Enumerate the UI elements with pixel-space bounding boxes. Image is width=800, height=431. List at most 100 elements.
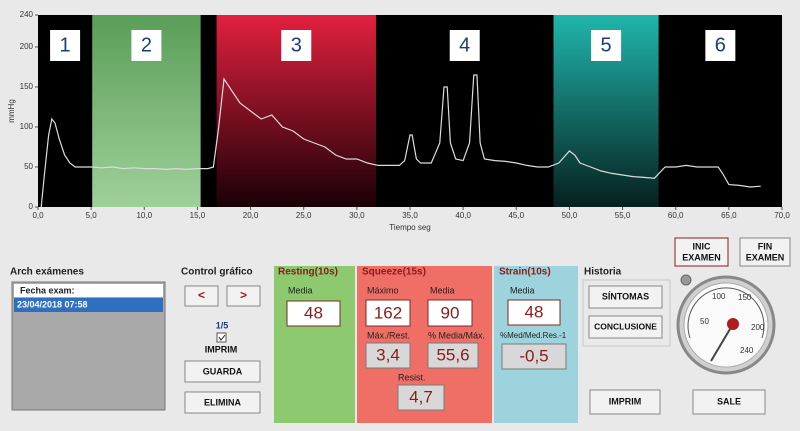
region-label-box bbox=[281, 30, 312, 61]
page-indicator: 1/5 bbox=[216, 320, 229, 330]
value-box bbox=[427, 299, 473, 327]
y-tick-label: 0 bbox=[29, 202, 34, 211]
region-label: 2 bbox=[141, 34, 152, 56]
panel-title: Historia bbox=[584, 267, 622, 278]
value-box bbox=[286, 300, 341, 327]
field-label: % Media/Máx. bbox=[428, 330, 485, 340]
x-tick-label: 30,0 bbox=[349, 211, 365, 220]
gauge-label: 150 bbox=[738, 293, 752, 302]
end-exam-button[interactable] bbox=[739, 237, 791, 267]
field-value: 55,6 bbox=[436, 345, 469, 364]
field-value: 48 bbox=[304, 303, 323, 322]
prev-button-text: < bbox=[198, 288, 205, 302]
exit-button-text: SALE bbox=[717, 396, 741, 406]
start-exam-button[interactable] bbox=[674, 237, 729, 267]
gauge-scale bbox=[687, 287, 765, 339]
indicator-led bbox=[680, 274, 692, 286]
region-label-box bbox=[50, 30, 81, 61]
delete-button-text: ELIMINA bbox=[204, 397, 241, 407]
value-box bbox=[501, 343, 567, 370]
list-header bbox=[14, 284, 163, 297]
region-label: 5 bbox=[601, 34, 612, 56]
region-label: 4 bbox=[459, 34, 470, 56]
y-tick-label: 50 bbox=[24, 162, 33, 171]
field-value: 3,4 bbox=[376, 345, 400, 364]
x-tick-label: 0,0 bbox=[32, 211, 44, 220]
field-label: Media bbox=[288, 285, 313, 295]
field-label: Máx./Rest. bbox=[367, 330, 410, 340]
save-button-text: GUARDA bbox=[203, 366, 243, 376]
symptoms-button-text: SÍNTOMAS bbox=[602, 291, 649, 301]
x-tick-label: 20,0 bbox=[243, 211, 259, 220]
field-label: Media bbox=[510, 285, 535, 295]
y-axis-label: mmHg bbox=[7, 99, 16, 123]
value-box bbox=[427, 342, 479, 369]
region-label-box bbox=[705, 30, 736, 61]
region-label-box bbox=[449, 30, 480, 61]
historia-frame bbox=[582, 279, 671, 347]
x-tick-label: 55,0 bbox=[615, 211, 631, 220]
x-tick-label: 5,0 bbox=[86, 211, 98, 220]
gauge-label: 50 bbox=[700, 317, 709, 326]
x-tick-label: 35,0 bbox=[402, 211, 418, 220]
field-value: 162 bbox=[374, 303, 402, 322]
x-tick-label: 10,0 bbox=[136, 211, 152, 220]
x-tick-label: 50,0 bbox=[562, 211, 578, 220]
y-tick-label: 150 bbox=[20, 82, 34, 91]
field-value: -0,5 bbox=[519, 346, 548, 365]
exit-button[interactable] bbox=[692, 389, 766, 415]
resting-panel bbox=[274, 266, 355, 423]
region-label: 6 bbox=[715, 34, 726, 56]
value-box bbox=[397, 384, 445, 411]
symptoms-button[interactable] bbox=[588, 285, 663, 309]
gauge-needle bbox=[710, 323, 734, 362]
field-label: %Med/Med.Res.-1 bbox=[500, 331, 567, 340]
save-button[interactable] bbox=[184, 360, 261, 383]
panel-title: Control gráfico bbox=[181, 267, 253, 278]
x-tick-label: 70,0 bbox=[774, 211, 790, 220]
region-label: 3 bbox=[291, 34, 302, 56]
region-label-box bbox=[591, 30, 622, 61]
gauge-label: 200 bbox=[751, 323, 765, 332]
next-button[interactable] bbox=[226, 285, 261, 307]
field-value: 90 bbox=[441, 303, 460, 322]
print-button-text: IMPRIM bbox=[609, 396, 642, 406]
conclusions-button[interactable] bbox=[588, 315, 663, 339]
list-row[interactable] bbox=[14, 298, 163, 312]
print-button[interactable] bbox=[589, 389, 661, 415]
y-tick-label: 240 bbox=[20, 10, 34, 19]
value-box bbox=[365, 299, 411, 327]
panel-title: Strain(10s) bbox=[499, 267, 551, 278]
field-label: Resist. bbox=[398, 372, 426, 382]
panel-title: Arch exámenes bbox=[10, 267, 84, 278]
region-label: 1 bbox=[60, 34, 71, 56]
trace bbox=[40, 74, 761, 208]
value-box bbox=[365, 342, 411, 369]
check-mark bbox=[218, 334, 226, 341]
delete-button[interactable] bbox=[184, 391, 261, 414]
value-box bbox=[507, 299, 561, 326]
end-exam-text: FIN bbox=[758, 241, 773, 251]
x-tick-label: 40,0 bbox=[455, 211, 471, 220]
gauge-label: 240 bbox=[740, 346, 754, 355]
checkbox-label: IMPRIM bbox=[205, 344, 238, 354]
start-exam-text: EXAMEN bbox=[682, 252, 721, 262]
region-label-box bbox=[131, 30, 162, 61]
x-axis-label: Tiempo seg bbox=[389, 223, 431, 232]
x-tick-label: 60,0 bbox=[668, 211, 684, 220]
print-checkbox[interactable] bbox=[216, 332, 227, 343]
prev-button[interactable] bbox=[184, 285, 219, 307]
gauge-knob bbox=[727, 318, 739, 330]
field-value: 4,7 bbox=[409, 387, 433, 406]
list-header-text: Fecha exam: bbox=[20, 285, 75, 295]
x-tick-label: 15,0 bbox=[190, 211, 206, 220]
end-exam-text: EXAMEN bbox=[746, 252, 785, 262]
x-tick-label: 65,0 bbox=[721, 211, 737, 220]
next-button-text: > bbox=[240, 288, 247, 302]
panel-title: Squeeze(15s) bbox=[362, 267, 426, 278]
field-label: Máximo bbox=[367, 285, 399, 295]
field-value: 48 bbox=[525, 302, 544, 321]
y-tick-label: 200 bbox=[20, 42, 34, 51]
x-tick-label: 45,0 bbox=[508, 211, 524, 220]
start-exam-text: INIC bbox=[693, 241, 712, 251]
